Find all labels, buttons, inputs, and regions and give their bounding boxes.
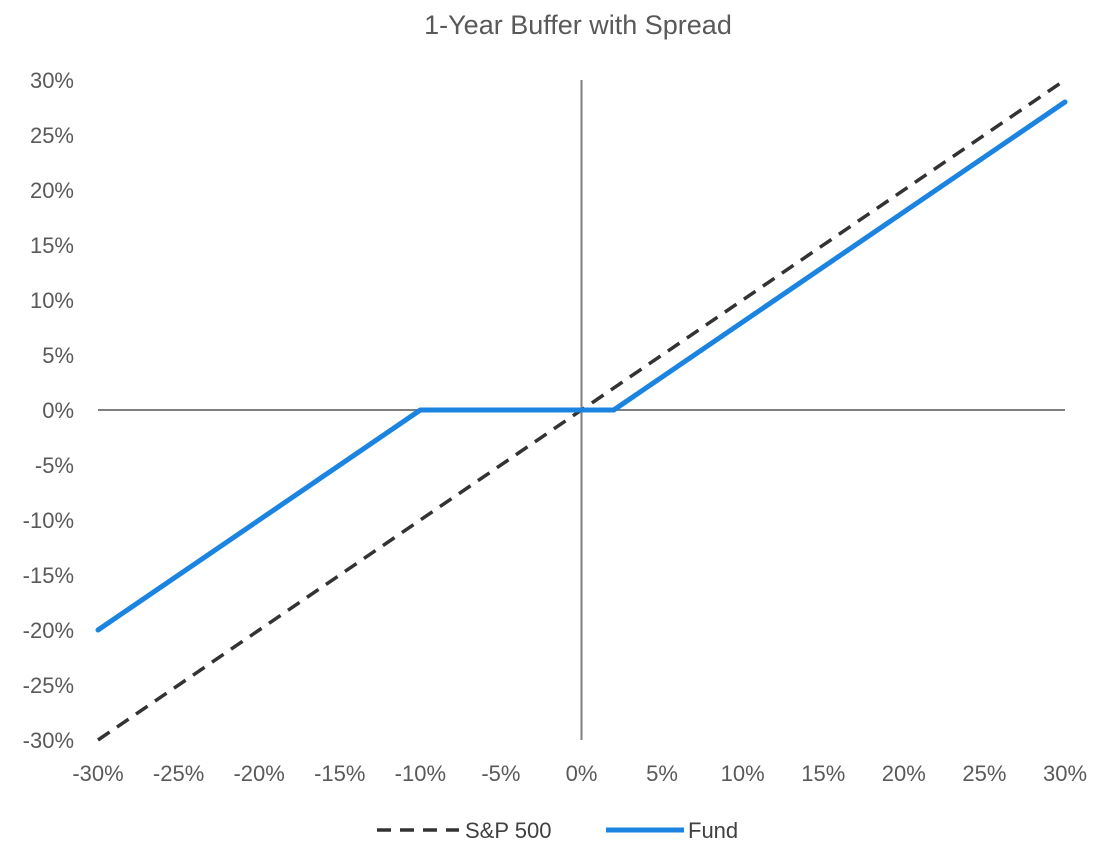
y-tick-label: -25% — [23, 673, 74, 698]
y-tick-label: 5% — [42, 343, 74, 368]
y-tick-label: 30% — [30, 68, 74, 93]
chart-title: 1-Year Buffer with Spread — [424, 10, 732, 40]
series-lines — [95, 78, 1068, 742]
legend-label: S&P 500 — [465, 818, 551, 843]
x-tick-label: 10% — [721, 761, 765, 786]
y-tick-label: 15% — [30, 233, 74, 258]
x-tick-label: -30% — [72, 761, 123, 786]
x-tick-label: 0% — [566, 761, 598, 786]
y-tick-label: 0% — [42, 398, 74, 423]
y-tick-label: -20% — [23, 618, 74, 643]
series-line-fund — [95, 99, 1068, 633]
x-tick-label: 25% — [962, 761, 1006, 786]
x-tick-label: -10% — [395, 761, 446, 786]
x-tick-label: 20% — [882, 761, 926, 786]
y-tick-label: 25% — [30, 123, 74, 148]
x-tick-label: -20% — [233, 761, 284, 786]
x-tick-label: 15% — [801, 761, 845, 786]
y-tick-label: 10% — [30, 288, 74, 313]
x-tick-label: -15% — [314, 761, 365, 786]
y-tick-label: -15% — [23, 563, 74, 588]
y-tick-label: 20% — [30, 178, 74, 203]
x-tick-label: 30% — [1043, 761, 1087, 786]
y-tick-labels: 30% 25% 20% 15% 10% 5% 0% -5% -10% -15% -20% -25% -3… — [23, 68, 74, 753]
x-tick-label: -5% — [481, 761, 520, 786]
x-tick-label: 5% — [646, 761, 678, 786]
x-tick-labels: -30% -25% -20% -15% -10% -5% 0% 5% 10% 15% 20% 25% 3… — [72, 761, 1087, 786]
y-tick-label: -10% — [23, 508, 74, 533]
legend-label: Fund — [688, 818, 738, 843]
y-tick-label: -5% — [35, 453, 74, 478]
legend: S&P 500 Fund — [377, 818, 738, 843]
x-tick-label: -25% — [153, 761, 204, 786]
y-tick-label: -30% — [23, 728, 74, 753]
